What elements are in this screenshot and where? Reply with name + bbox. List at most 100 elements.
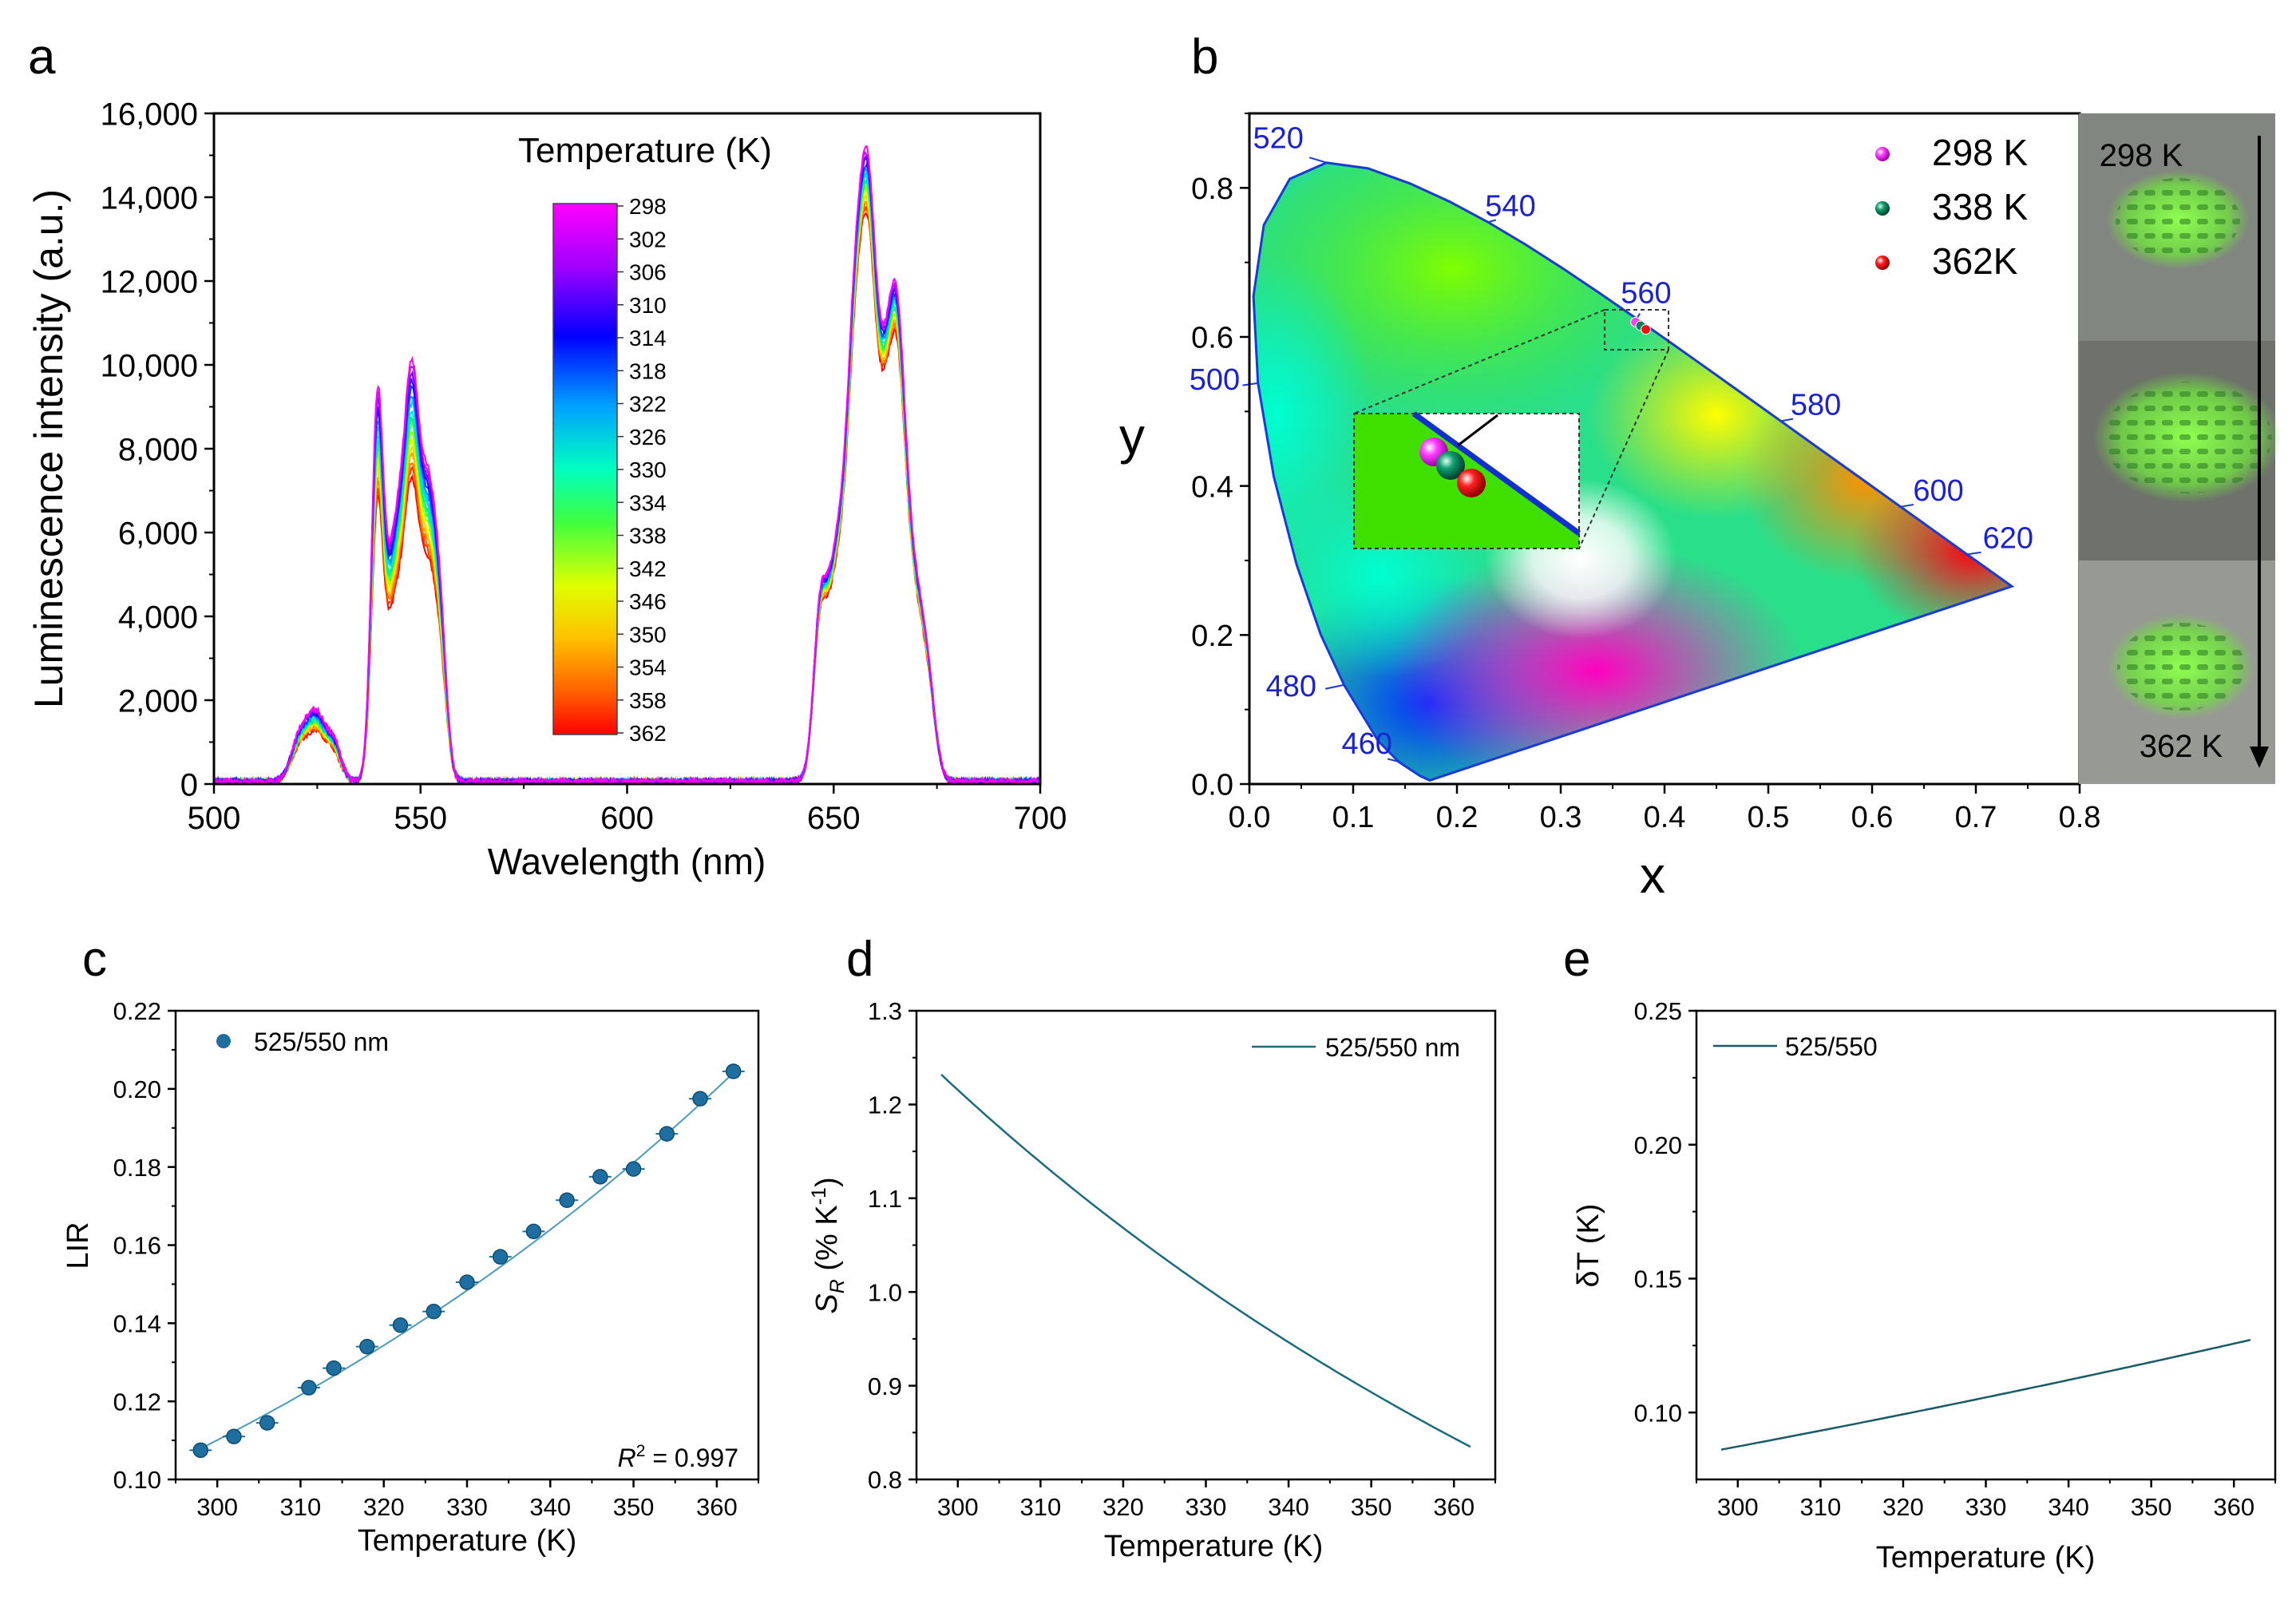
colorbar-label: 350 [629, 622, 667, 647]
y-tick-label: 1.2 [868, 1091, 902, 1119]
spectrum-line-338K [214, 185, 1040, 784]
plot-frame-e [1695, 1009, 2277, 1481]
wavelength-tick [1487, 219, 1497, 224]
panel-c-lir-chart: c 300 310 320 330 340 350 360 0.10 0.12 0.14 0.16 0… [61, 932, 760, 1558]
x-tick-label: 600 [600, 801, 654, 836]
y-tick-label: 0.20 [113, 1075, 161, 1103]
axes-c: 300 310 320 330 340 350 360 0.10 0.12 0.14 0.16 0.1… [113, 997, 759, 1521]
colorbar-label: 314 [629, 326, 667, 351]
inset-point-338K [1436, 451, 1465, 480]
uncertainty-curve [1720, 1338, 2251, 1451]
photo-label-top: 298 K [2100, 138, 2183, 173]
wavelength-tick [1387, 758, 1399, 762]
x-tick-label: 310 [1799, 1493, 1841, 1521]
x-tick-label: 0.0 [1229, 801, 1271, 834]
y-tick-label: 8,000 [118, 432, 198, 467]
x-tick-label: 0.2 [1436, 801, 1479, 834]
axes-d: 300 310 320 330 340 350 360 0.8 0.9 1.0 1.1 1.2 1.3 [868, 997, 1496, 1521]
spectrum-line-330K [214, 178, 1040, 784]
legend-c: 525/550 nm [216, 1028, 389, 1056]
wavelength-label-600: 600 [1913, 474, 1963, 508]
panel-label-a: a [28, 30, 56, 85]
wavelength-label-520: 520 [1253, 122, 1303, 156]
spectrum-line-298K [214, 145, 1040, 784]
y-tick-label: 1.1 [868, 1185, 902, 1213]
y-axis-label-a: Luminescence intensity (a.u.) [26, 189, 71, 708]
y-tick-label: 0.20 [1634, 1131, 1682, 1159]
spectrum-line-350K [214, 201, 1040, 784]
panel-a-spectra-chart: a 500 550 600 650 700 0 2,000 4,000 6,000 8,000 10… [26, 30, 1067, 882]
colorbar-label: 322 [629, 392, 667, 417]
x-tick-label: 320 [1882, 1493, 1924, 1521]
legend-b: 298 K 338 K 362K [1875, 132, 2029, 282]
x-tick-label: 700 [1014, 801, 1067, 836]
x-tick-label: 340 [2048, 1493, 2089, 1521]
colorbar-label: 358 [629, 688, 667, 713]
y-tick-label: 0.9 [868, 1372, 902, 1400]
chromaticity-point-362K [1641, 324, 1652, 335]
x-tick-label: 340 [1268, 1493, 1309, 1521]
colorbar-label: 318 [629, 358, 667, 383]
legend-title-a: Temperature (K) [518, 131, 772, 170]
x-tick-label: 500 [188, 801, 241, 836]
plot-frame-d [915, 1009, 1497, 1481]
axes-b: 0.0 0.1 0.2 0.3 0.4 0.5 0.6 0.7 0.8 0.0 0.2 0.4 0.6 0… [1191, 113, 2100, 834]
photo-label-bottom: 362 K [2140, 729, 2223, 764]
y-tick-label: 0.8 [868, 1466, 902, 1494]
panel-d-sensitivity-chart: d 300 310 320 330 340 350 360 0.8 0.9 1.0 1.1 1.2 1.… [808, 932, 1497, 1563]
wavelength-label-580: 580 [1791, 388, 1841, 422]
x-tick-label: 0.5 [1748, 801, 1790, 834]
spectrum-line-342K [214, 188, 1040, 784]
spectra-series-group [214, 145, 1040, 784]
x-tick-label: 650 [807, 801, 861, 836]
legend-marker-298K [1875, 147, 1890, 161]
y-tick-label: 0.10 [1634, 1399, 1682, 1427]
y-tick-label: 0.22 [113, 997, 161, 1025]
wavelength-tick [1966, 551, 1981, 556]
y-tick-label: 4,000 [118, 600, 198, 635]
lir-fit-curve [200, 1071, 734, 1450]
lir-data-points [189, 1063, 745, 1459]
lir-point [492, 1249, 509, 1265]
x-tick-label: 360 [1433, 1493, 1475, 1521]
x-axis-label-c: Temperature (K) [358, 1524, 577, 1558]
x-tick-label: 330 [1965, 1493, 2007, 1521]
x-tick-label: 360 [696, 1493, 738, 1521]
zoom-inset [1353, 411, 1581, 549]
r-squared-annotation: R2 = 0.997 [618, 1442, 738, 1472]
spectrum-line-326K [214, 172, 1040, 784]
y-tick-label: 12,000 [101, 264, 198, 299]
x-tick-label: 0.7 [1955, 801, 1997, 834]
x-tick-label: 310 [1019, 1493, 1061, 1521]
plot-frame-a [212, 112, 1042, 786]
zoom-region-box [1604, 309, 1669, 351]
colorbar-label: 326 [629, 425, 667, 450]
spectrum-line-334K [214, 178, 1040, 784]
x-tick-label: 320 [363, 1493, 405, 1521]
temperature-legend-labels: 298 302 306 310 314 318 322 326 330 334 338 342 346 3… [617, 194, 667, 746]
y-tick-label: 6,000 [118, 516, 198, 551]
zoom-connector-line [1578, 349, 1669, 549]
colorbar-label: 302 [629, 227, 667, 251]
colorbar-label: 346 [629, 589, 667, 614]
y-tick-label: 0.18 [113, 1154, 161, 1182]
x-tick-label: 0.6 [1851, 801, 1894, 834]
wavelength-label-480: 480 [1266, 670, 1316, 703]
wavelength-labels: 460 480 500 520 540 560 580 600 620 [1190, 122, 2033, 762]
legend-label-338K: 338 K [1932, 186, 2029, 228]
spectrum-line-362K [214, 212, 1040, 784]
x-tick-label: 300 [196, 1493, 238, 1521]
colorbar-label: 306 [629, 260, 667, 285]
y-tick-label: 0.14 [113, 1309, 161, 1337]
legend-marker-c [216, 1034, 231, 1048]
spectral-locus-outline [1252, 161, 2015, 782]
x-axis-label-a: Wavelength (nm) [488, 841, 766, 882]
lir-point [559, 1192, 575, 1208]
x-tick-label: 0.1 [1332, 801, 1375, 834]
lir-point [659, 1126, 675, 1142]
colorbar-label: 362 [629, 721, 667, 746]
lir-point [226, 1428, 242, 1444]
sensitivity-curve [940, 1073, 1471, 1448]
